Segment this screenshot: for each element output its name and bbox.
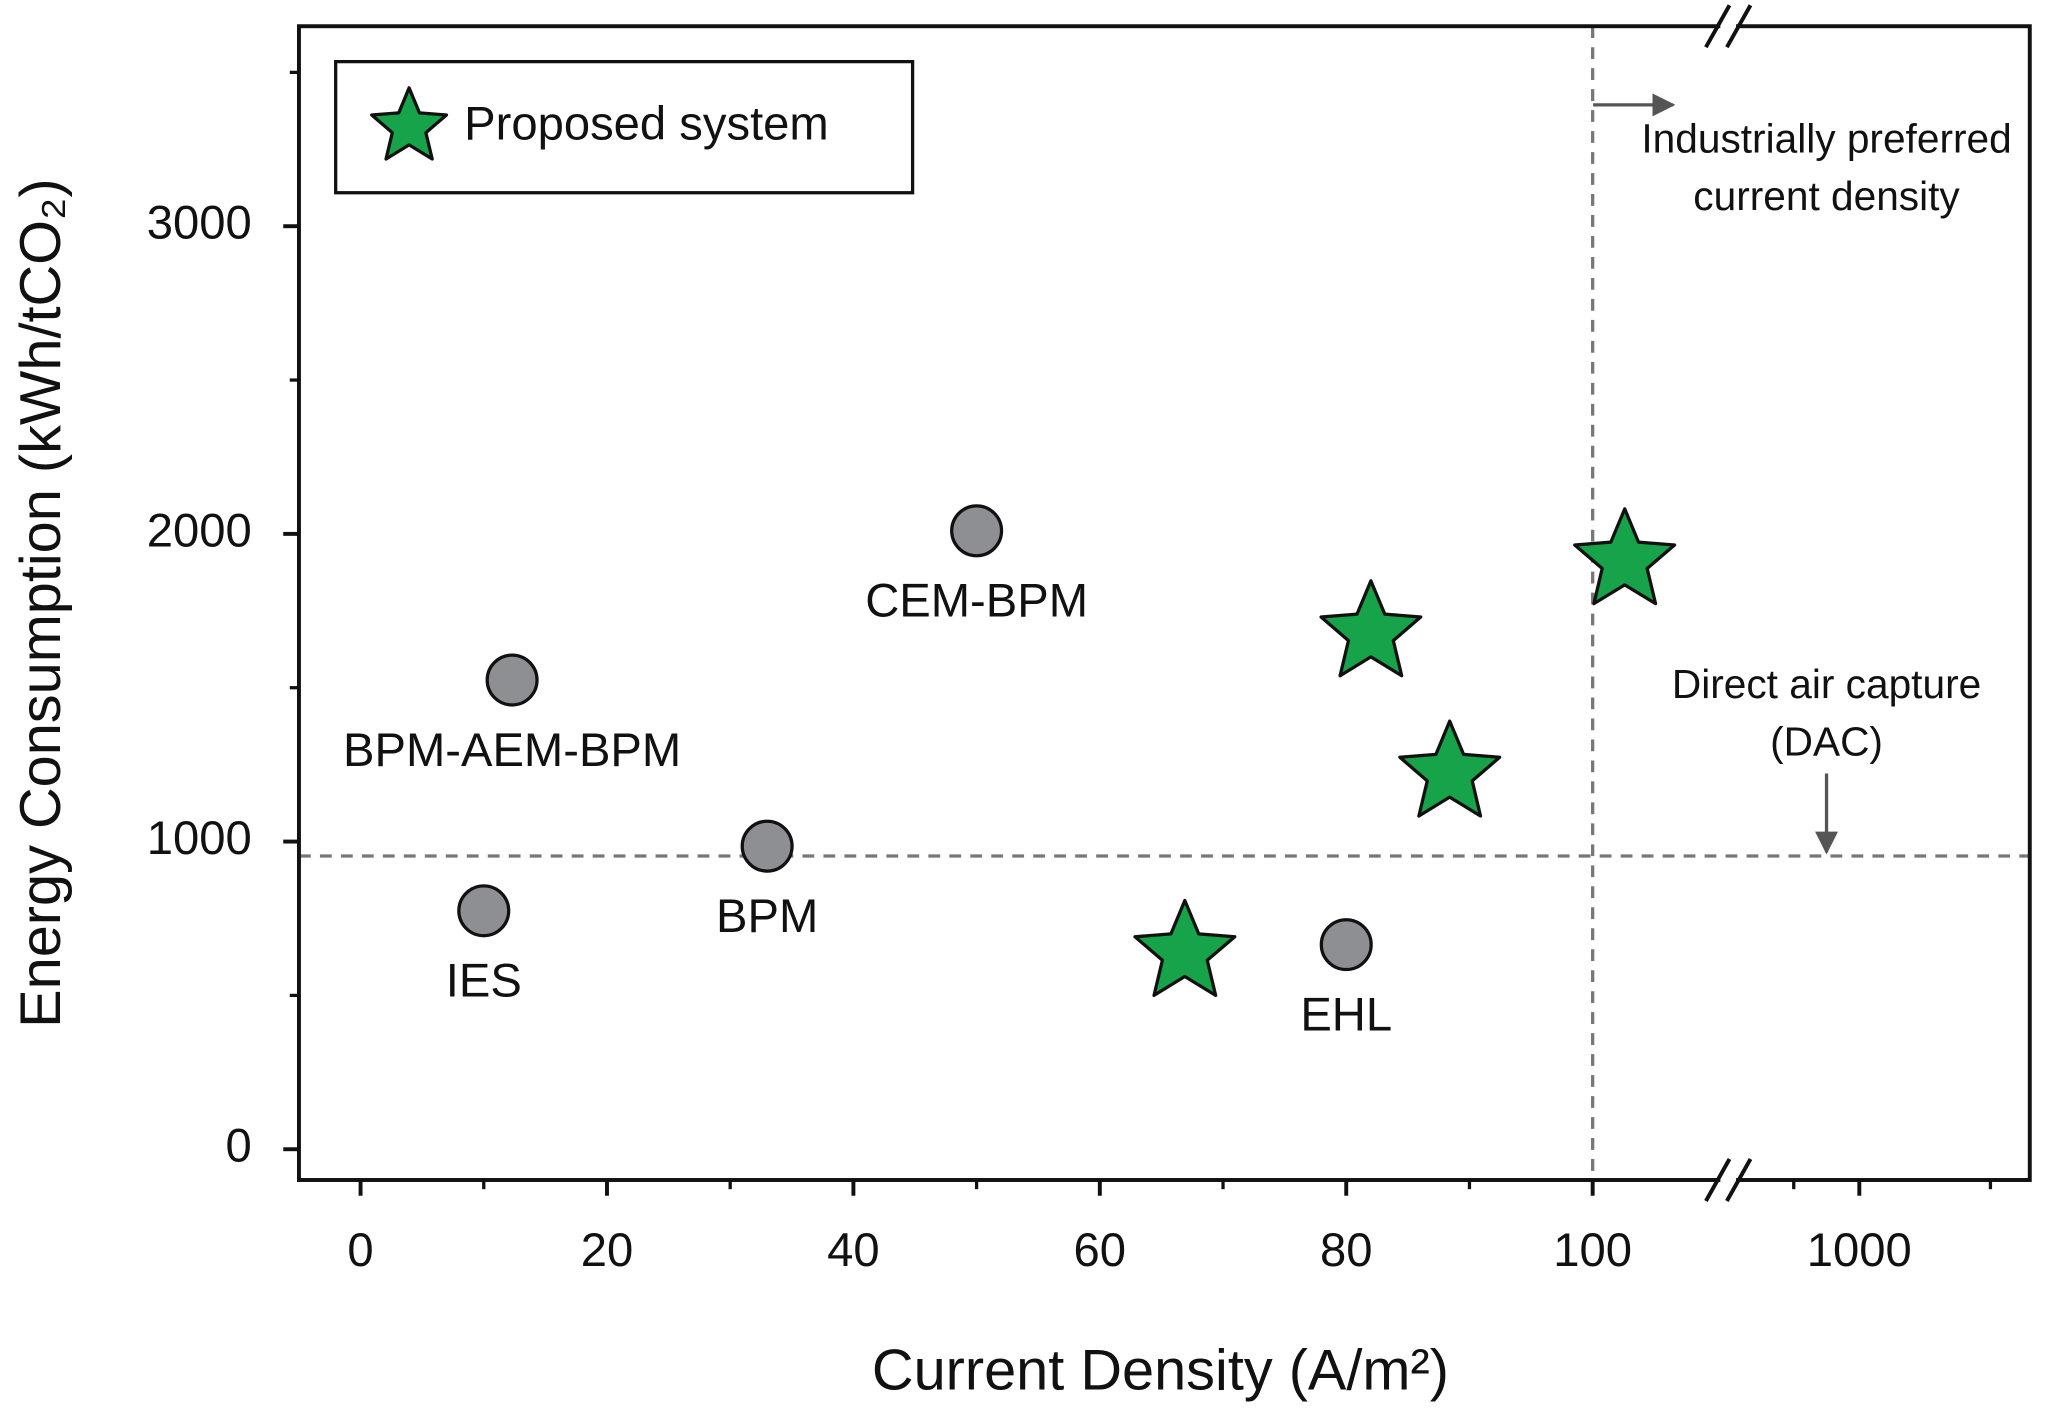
legend-label: Proposed system	[464, 98, 829, 151]
x-tick-label: 80	[1320, 1224, 1373, 1277]
x-tick-label: 100	[1553, 1224, 1632, 1277]
axis-break-mark	[1704, 1158, 1732, 1202]
point-label: BPM	[716, 890, 818, 943]
star-point	[1319, 579, 1423, 678]
x-tick-label: 0	[347, 1224, 373, 1277]
point-label: EHL	[1300, 989, 1392, 1042]
circle-point	[950, 504, 1004, 558]
star-point	[1573, 507, 1677, 606]
axis-break-gap	[1720, 20, 1737, 32]
annotation: Industrially preferred	[1641, 115, 2011, 161]
annotation: (DAC)	[1770, 718, 1883, 764]
point-label: IES	[446, 955, 522, 1008]
x-axis-label: Current Density (A/m²)	[872, 1338, 1449, 1402]
circle-point	[740, 819, 794, 873]
y-axis-label: Energy Consumption (kWh/tCO₂)	[9, 178, 73, 1027]
axis-break-gap	[1720, 1174, 1737, 1186]
axes-frame	[296, 24, 2032, 1182]
axis-break-mark	[1725, 4, 1753, 49]
y-tick-label: 3000	[147, 197, 252, 250]
x-tick-label: 1000	[1807, 1224, 1912, 1277]
axis-break-mark	[1704, 4, 1732, 49]
circle-point	[485, 653, 539, 707]
circle-point	[1319, 918, 1373, 972]
annotation: Direct air capture	[1672, 661, 1981, 707]
y-tick-label: 2000	[147, 504, 252, 557]
axis-break-mark	[1725, 1158, 1753, 1202]
y-tick-label: 0	[226, 1120, 252, 1173]
x-tick-label: 40	[827, 1224, 880, 1277]
x-tick-label: 60	[1074, 1224, 1127, 1277]
annotation: current density	[1693, 173, 1960, 219]
y-tick-label: 1000	[147, 812, 252, 865]
point-label: BPM-AEM-BPM	[343, 724, 681, 777]
star-point	[1133, 898, 1237, 998]
star-point	[1398, 719, 1502, 818]
point-label: CEM-BPM	[865, 575, 1088, 628]
circle-point	[457, 884, 511, 938]
legend-marker	[370, 86, 449, 161]
x-tick-label: 20	[581, 1224, 634, 1277]
